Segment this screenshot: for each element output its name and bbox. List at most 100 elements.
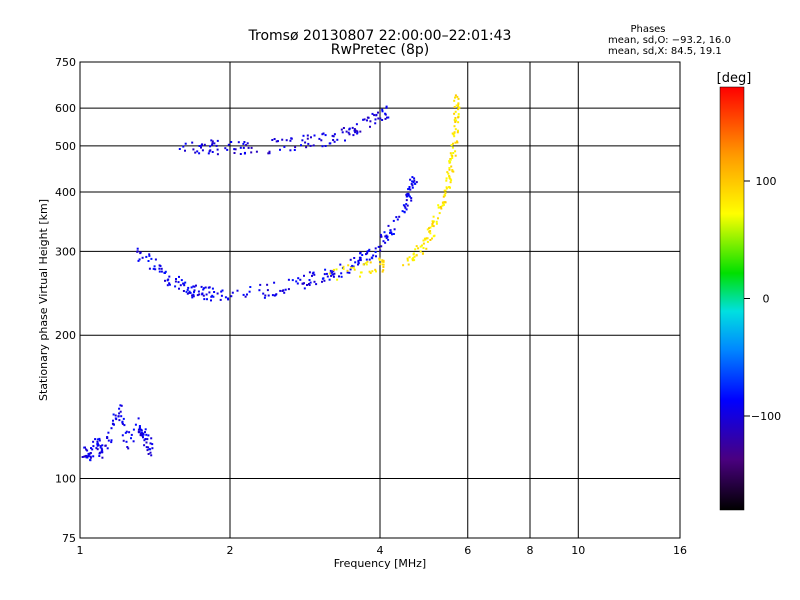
data-point: [182, 145, 185, 148]
data-point: [92, 440, 95, 443]
data-point: [293, 149, 296, 151]
data-point: [439, 205, 442, 208]
data-point: [352, 265, 355, 268]
data-point: [198, 152, 201, 155]
data-point: [273, 294, 276, 297]
data-point: [379, 263, 382, 266]
data-point: [311, 272, 314, 275]
data-point: [92, 445, 95, 448]
data-point: [192, 295, 195, 298]
data-point: [417, 247, 420, 250]
colorbar-ticks: 100 0 −100: [744, 175, 781, 423]
data-point: [387, 224, 390, 227]
data-point: [98, 439, 101, 442]
data-point: [118, 419, 121, 422]
data-point: [413, 179, 416, 182]
data-point: [202, 288, 205, 291]
data-point: [323, 273, 326, 276]
data-point: [242, 146, 245, 149]
data-point: [355, 123, 358, 126]
data-point: [112, 413, 115, 416]
data-point: [259, 283, 262, 286]
data-point: [377, 111, 379, 114]
data-point: [95, 447, 98, 450]
data-point: [177, 281, 180, 284]
data-point: [332, 273, 335, 276]
data-point: [188, 291, 191, 294]
y-tick-labels: 75 100 200 300 400 500 600 750: [55, 56, 76, 545]
data-point: [185, 290, 188, 293]
data-point: [419, 245, 422, 248]
data-point: [283, 145, 286, 148]
data-point: [445, 179, 448, 182]
data-point: [201, 149, 204, 152]
data-point: [308, 283, 310, 285]
data-point: [456, 95, 459, 98]
data-point: [137, 259, 140, 262]
data-point: [193, 291, 195, 293]
data-point: [346, 269, 349, 272]
data-point: [340, 272, 343, 275]
data-point: [268, 152, 271, 155]
data-point: [356, 132, 359, 135]
data-point: [326, 275, 329, 278]
data-point: [429, 226, 432, 229]
data-point: [301, 282, 304, 285]
data-point: [247, 146, 250, 149]
data-point: [148, 254, 151, 257]
data-point: [448, 176, 451, 179]
data-point: [384, 235, 387, 238]
data-point: [380, 235, 383, 238]
data-point: [451, 169, 454, 171]
data-point: [454, 128, 457, 131]
data-point: [457, 121, 460, 124]
data-point: [203, 298, 206, 301]
data-point: [186, 292, 189, 295]
data-point: [414, 182, 417, 185]
data-point: [216, 292, 219, 295]
colorbar-tick-label: −100: [751, 410, 781, 423]
data-point: [356, 131, 359, 134]
data-point: [428, 227, 430, 230]
data-point: [391, 233, 393, 236]
y-tick-label: 75: [62, 532, 76, 545]
data-point: [455, 104, 458, 107]
data-point: [379, 117, 382, 120]
data-point: [277, 140, 279, 143]
data-point: [244, 295, 247, 298]
data-point: [451, 132, 454, 135]
data-point: [328, 278, 331, 281]
data-point: [357, 260, 360, 263]
data-point: [385, 234, 388, 237]
data-point: [194, 151, 197, 154]
data-point: [432, 235, 435, 238]
data-point: [184, 149, 186, 152]
data-point: [407, 263, 410, 266]
data-point: [104, 444, 107, 447]
data-point: [411, 258, 414, 260]
data-point: [432, 215, 435, 218]
data-point: [87, 455, 90, 457]
data-point: [402, 264, 405, 267]
data-point: [432, 225, 435, 228]
data-point: [413, 259, 416, 262]
x-tick-label: 8: [527, 544, 534, 557]
data-point: [85, 456, 88, 459]
data-point: [412, 181, 415, 184]
data-point: [137, 430, 140, 433]
data-point: [387, 116, 390, 119]
data-point: [332, 139, 335, 141]
data-point: [136, 247, 139, 250]
data-point: [451, 157, 454, 159]
data-point: [145, 441, 148, 444]
data-point: [130, 433, 133, 436]
data-point: [385, 106, 388, 109]
data-point: [142, 436, 144, 439]
data-point: [255, 150, 258, 153]
data-point: [119, 404, 122, 407]
data-point: [134, 423, 137, 426]
data-point: [374, 247, 377, 250]
data-point: [107, 431, 110, 434]
data-point: [389, 229, 392, 232]
